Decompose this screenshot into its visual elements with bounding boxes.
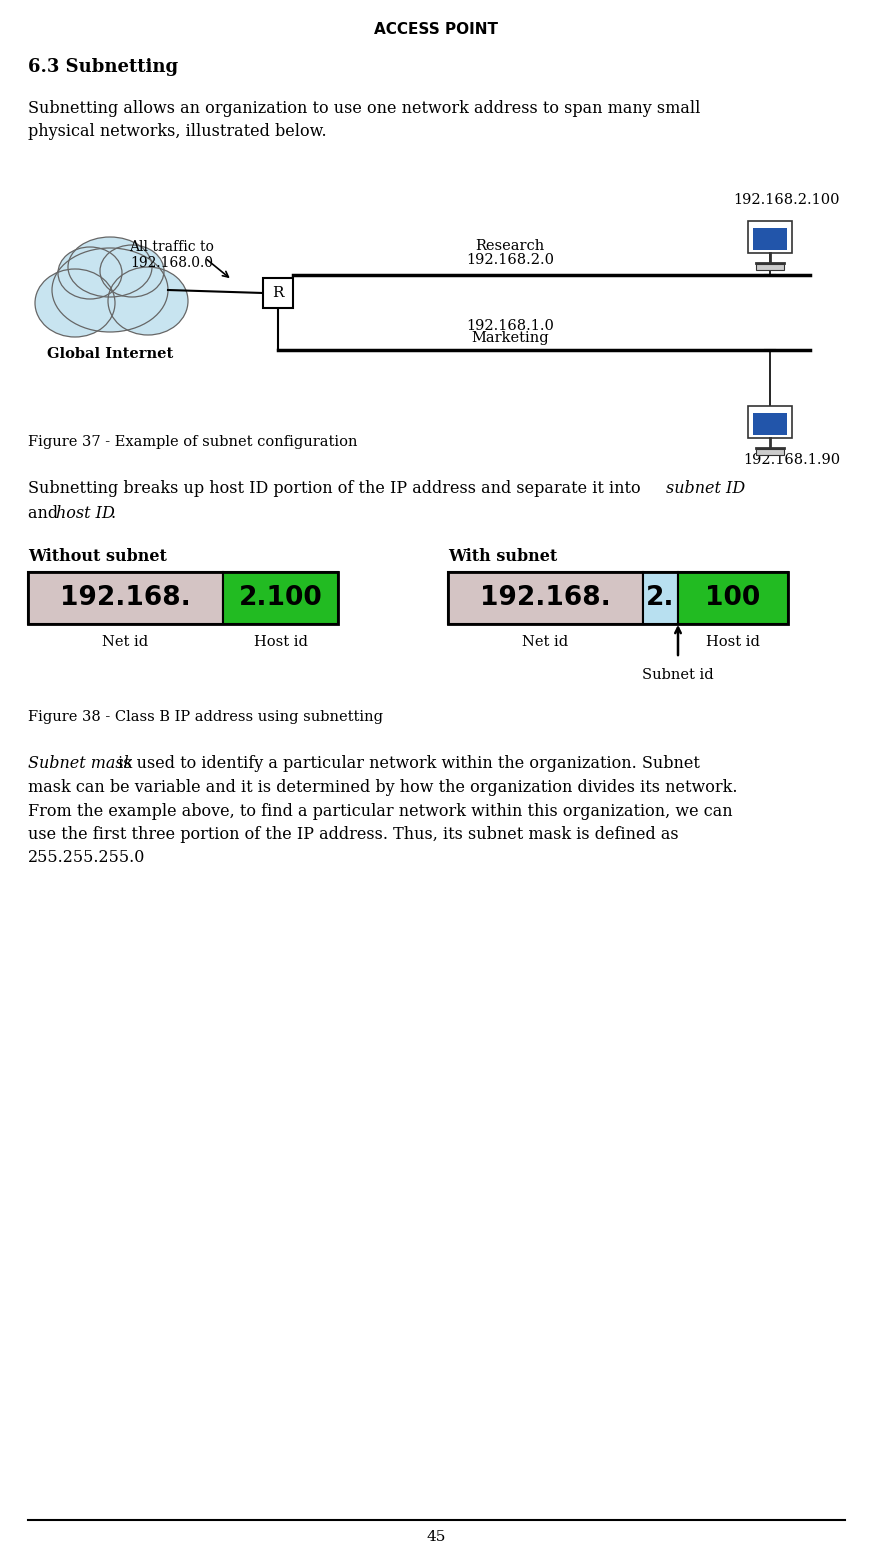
Text: Without subnet: Without subnet — [28, 548, 167, 565]
Bar — [223, 572, 338, 624]
Text: Subnetting allows an organization to use one network address to span many small
: Subnetting allows an organization to use… — [28, 99, 700, 140]
Text: All traffic to
192.168.0.0: All traffic to 192.168.0.0 — [129, 241, 215, 270]
Text: 192.168.1.90: 192.168.1.90 — [743, 453, 840, 467]
Bar — [748, 221, 792, 253]
Bar — [753, 228, 787, 250]
Text: 6.3 Subnetting: 6.3 Subnetting — [28, 57, 178, 76]
Ellipse shape — [52, 248, 168, 332]
Text: host ID: host ID — [56, 505, 115, 522]
Text: With subnet: With subnet — [448, 548, 557, 565]
Bar — [28, 572, 223, 624]
Bar — [28, 572, 338, 624]
Text: is used to identify a particular network within the organization. Subnet: is used to identify a particular network… — [113, 755, 700, 772]
Text: and: and — [28, 505, 63, 522]
Text: 192.168.: 192.168. — [60, 585, 191, 610]
Text: .: . — [110, 505, 115, 522]
Text: subnet ID: subnet ID — [666, 480, 746, 497]
Bar — [448, 572, 643, 624]
Bar — [756, 264, 784, 270]
Text: Host id: Host id — [706, 635, 760, 649]
Text: Subnet id: Subnet id — [643, 668, 714, 682]
Text: 100: 100 — [705, 585, 760, 610]
Bar — [756, 449, 784, 455]
Ellipse shape — [100, 245, 164, 297]
Text: Net id: Net id — [522, 635, 568, 649]
Bar — [448, 572, 788, 624]
Text: 192.168.2.0: 192.168.2.0 — [466, 253, 554, 267]
Ellipse shape — [108, 267, 188, 335]
Text: Global Internet: Global Internet — [47, 346, 173, 360]
Bar — [678, 572, 788, 624]
Text: Net id: Net id — [102, 635, 148, 649]
Text: Figure 37 - Example of subnet configuration: Figure 37 - Example of subnet configurat… — [28, 435, 358, 449]
Bar — [748, 405, 792, 438]
Text: 2.100: 2.100 — [238, 585, 322, 610]
Ellipse shape — [58, 247, 122, 300]
Text: Research: Research — [476, 239, 545, 253]
Text: 192.168.1.0: 192.168.1.0 — [466, 318, 554, 332]
Text: ACCESS POINT: ACCESS POINT — [374, 22, 498, 37]
Bar — [263, 278, 293, 307]
Text: Marketing: Marketing — [471, 331, 549, 345]
Ellipse shape — [68, 238, 152, 297]
Text: mask can be variable and it is determined by how the organization divides its ne: mask can be variable and it is determine… — [28, 780, 738, 867]
Text: Host id: Host id — [253, 635, 307, 649]
Text: Subnetting breaks up host ID portion of the IP address and separate it into: Subnetting breaks up host ID portion of … — [28, 480, 646, 497]
Text: R: R — [272, 286, 284, 300]
Text: 2.: 2. — [646, 585, 675, 610]
Ellipse shape — [35, 269, 115, 337]
Text: 192.168.2.100: 192.168.2.100 — [733, 193, 840, 207]
Bar — [643, 572, 678, 624]
Text: Figure 38 - Class B IP address using subnetting: Figure 38 - Class B IP address using sub… — [28, 710, 383, 724]
Text: 45: 45 — [426, 1530, 446, 1544]
Bar — [753, 413, 787, 435]
Text: 192.168.: 192.168. — [480, 585, 611, 610]
Text: Subnet mask: Subnet mask — [28, 755, 134, 772]
